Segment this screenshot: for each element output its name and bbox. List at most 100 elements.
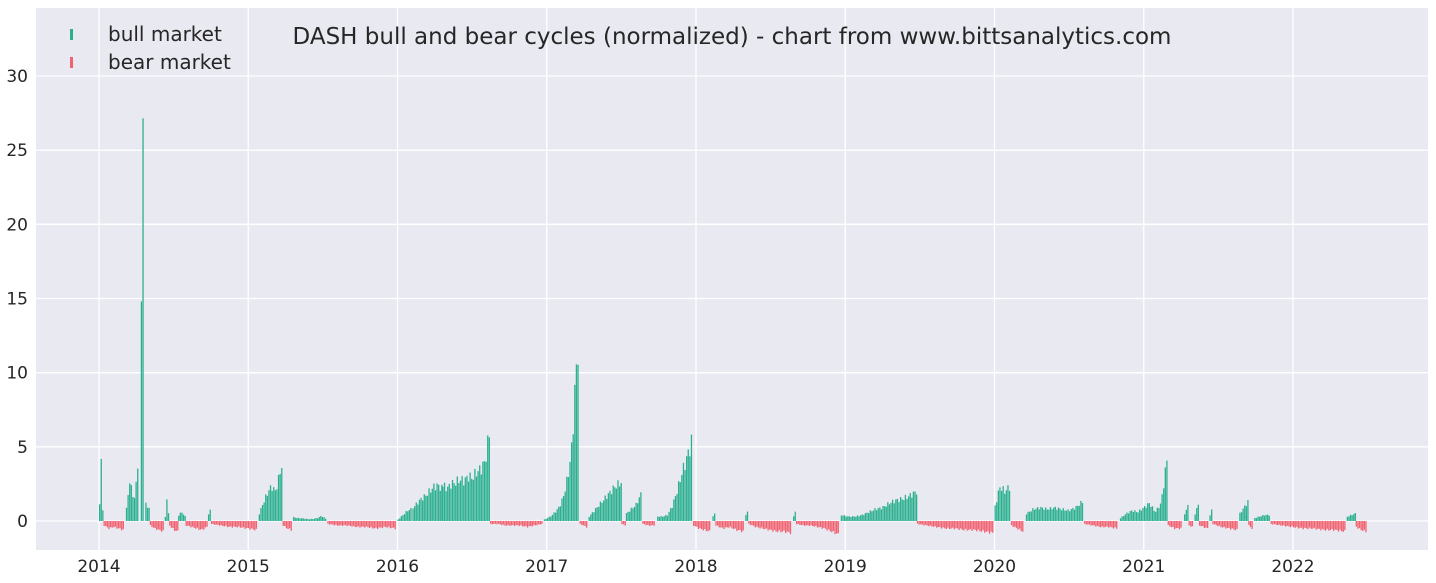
- plot-background: [36, 8, 1428, 550]
- bull-bar: [1073, 509, 1076, 521]
- bull-bar: [472, 479, 474, 521]
- bear-bar: [1333, 521, 1335, 531]
- bear-bar: [206, 521, 208, 527]
- bear-bar: [1299, 521, 1301, 528]
- bull-bar: [682, 462, 685, 521]
- bear-bar: [510, 521, 513, 526]
- y-tick-label: 20: [6, 215, 28, 235]
- bull-bar: [1124, 514, 1126, 521]
- bear-bar: [948, 521, 951, 529]
- bull-bar: [458, 483, 460, 521]
- bull-bar: [1348, 516, 1350, 521]
- bear-bar: [1206, 521, 1209, 528]
- bull-bar: [258, 514, 260, 521]
- bull-bar: [864, 512, 867, 521]
- bull-bar: [551, 514, 554, 521]
- bull-bar: [638, 497, 640, 521]
- bull-bar: [866, 512, 868, 521]
- bear-bar: [731, 521, 733, 529]
- bear-bar: [1291, 521, 1293, 527]
- bull-bar: [443, 482, 446, 521]
- bull-bar: [1065, 510, 1068, 521]
- bear-bar: [1020, 521, 1022, 532]
- bull-bar: [412, 508, 414, 521]
- bull-bar: [882, 506, 884, 521]
- bear-bar: [783, 521, 785, 531]
- bear-bar: [932, 521, 935, 527]
- bull-bar: [483, 461, 486, 521]
- bear-bar: [111, 521, 113, 528]
- bull-bar: [570, 442, 573, 521]
- bull-bar: [1131, 510, 1133, 521]
- bear-bar: [252, 521, 254, 530]
- bear-bar: [979, 521, 981, 532]
- bull-bar: [166, 499, 168, 521]
- bull-bar: [207, 514, 210, 521]
- bear-bar: [1096, 521, 1099, 526]
- bear-bar: [1293, 521, 1295, 528]
- bear-bar: [642, 521, 644, 524]
- bull-bar: [564, 491, 566, 521]
- bull-bar: [133, 497, 136, 521]
- bull-bar: [140, 301, 143, 521]
- bear-bar: [332, 521, 334, 525]
- bear-bar: [501, 521, 503, 526]
- bear-bar: [1178, 521, 1181, 530]
- bear-bar: [961, 521, 963, 530]
- bars: [99, 118, 1367, 535]
- x-tick-label: 2022: [1271, 557, 1314, 577]
- bear-bar: [715, 521, 717, 526]
- bear-bar: [354, 521, 356, 528]
- bear-bar: [931, 521, 933, 527]
- bear-bar: [1337, 521, 1340, 532]
- bull-bar: [397, 519, 399, 521]
- bull-bar: [294, 517, 296, 521]
- bear-bar: [1286, 521, 1288, 526]
- bull-bar: [1027, 511, 1029, 521]
- chart-title: DASH bull and bear cycles (normalized) -…: [293, 24, 1172, 50]
- bull-bar: [612, 485, 614, 521]
- x-tick-label: 2019: [824, 557, 867, 577]
- y-tick-label: 0: [17, 512, 28, 532]
- bull-bar: [313, 518, 316, 521]
- legend: bull market bear market: [70, 22, 231, 74]
- bull-bar: [1037, 507, 1039, 521]
- bear-bar: [1313, 521, 1316, 528]
- bear-bar: [343, 521, 345, 526]
- bear-bar: [356, 521, 358, 528]
- bull-bar: [1211, 509, 1213, 521]
- bull-bar: [553, 512, 555, 521]
- bear-bar: [1231, 521, 1233, 529]
- bear-bar: [1084, 521, 1086, 524]
- bear-bar: [512, 521, 514, 526]
- bear-bar: [193, 521, 195, 528]
- bull-bar: [543, 519, 546, 521]
- bull-bar: [590, 514, 592, 521]
- bull-bar: [1033, 509, 1036, 521]
- bull-bar: [632, 508, 634, 521]
- bull-bar: [321, 516, 324, 521]
- bear-bar: [1214, 521, 1216, 525]
- bull-bar: [617, 480, 619, 521]
- bear-bar: [1304, 521, 1306, 528]
- bear-bar: [972, 521, 975, 530]
- bull-bar: [297, 517, 300, 521]
- bear-bar: [109, 521, 112, 528]
- bear-bar: [734, 521, 736, 529]
- bull-bar: [99, 504, 101, 521]
- bull-bar: [1263, 515, 1266, 521]
- bull-bar: [596, 507, 598, 521]
- bear-bar: [805, 521, 807, 526]
- bull-bar: [1070, 509, 1072, 521]
- bull-bar: [1159, 503, 1162, 521]
- bear-bar: [1344, 521, 1346, 531]
- bear-bar: [751, 521, 753, 526]
- bear-bar: [341, 521, 344, 526]
- bear-bar: [950, 521, 952, 529]
- bull-bar: [1197, 504, 1199, 521]
- bear-bar: [1301, 521, 1303, 528]
- bear-bar: [214, 521, 216, 525]
- bear-bar: [723, 521, 725, 530]
- bear-bar: [378, 521, 380, 528]
- bull-bar: [637, 503, 639, 521]
